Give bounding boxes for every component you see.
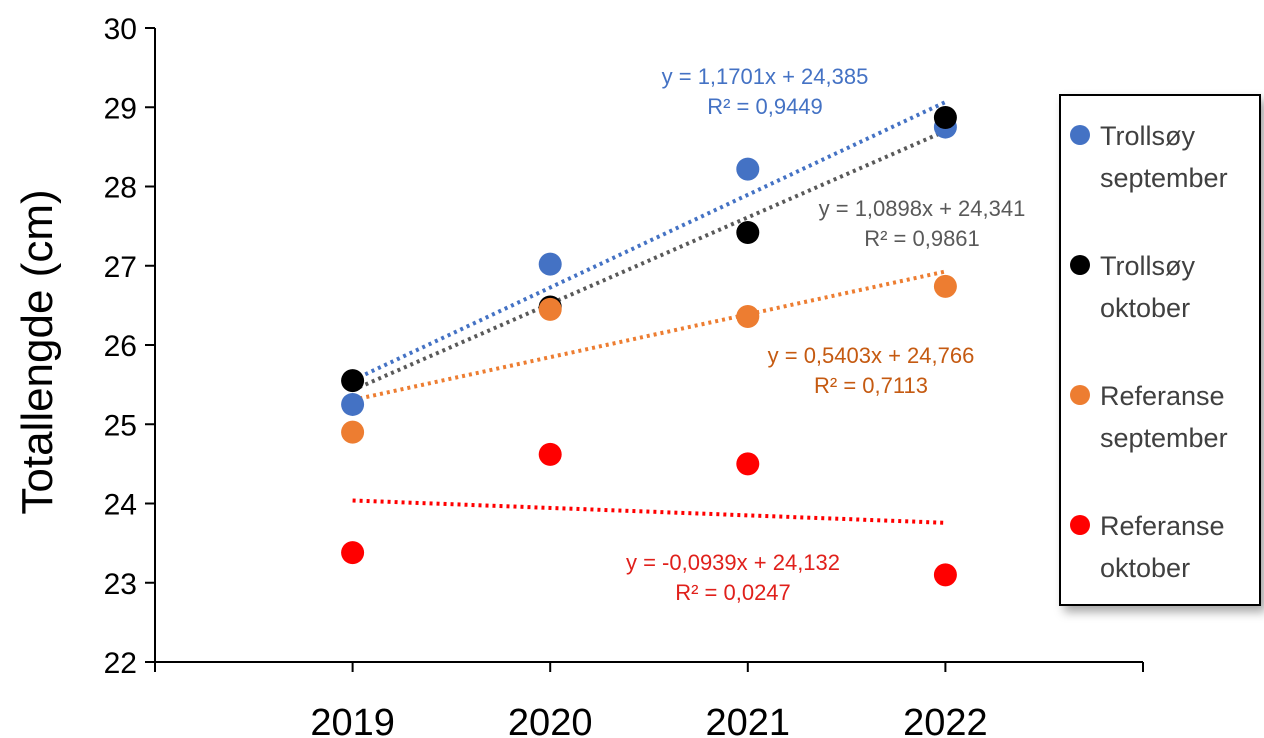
trendline-label: y = 0,5403x + 24,766	[768, 343, 975, 368]
legend-marker	[1070, 515, 1090, 535]
y-tick-label: 29	[104, 92, 137, 125]
y-tick-label: 30	[104, 13, 137, 46]
trendline-label: R² = 0,7113	[814, 373, 928, 398]
data-point	[736, 452, 760, 476]
x-tick-label: 2020	[508, 702, 593, 738]
legend-items: Trollsøy september Trollsøy oktober Referans…	[1070, 121, 1228, 583]
y-tick-label: 26	[104, 330, 137, 363]
legend-marker	[1070, 255, 1090, 275]
data-point	[341, 369, 365, 393]
legend-label: oktober	[1100, 293, 1190, 323]
legend-label: september	[1100, 163, 1228, 193]
data-point	[341, 541, 365, 565]
trendline-label: R² = 0,9449	[707, 94, 823, 119]
data-points	[341, 106, 957, 587]
legend: Trollsøy september Trollsøy oktober Referans…	[1059, 94, 1261, 606]
x-tick-label: 2019	[310, 702, 395, 738]
legend-label: oktober	[1100, 553, 1190, 583]
trendline-labels: y = 1,1701x + 24,385 R² = 0,9449 y = 1,089…	[626, 64, 1025, 605]
data-point	[341, 420, 365, 444]
y-axis-title: Totallengde (cm)	[13, 189, 62, 514]
data-point	[933, 274, 957, 298]
trendline-label: y = 1,0898x + 24,341	[819, 196, 1026, 221]
y-tick-label: 23	[104, 568, 137, 601]
y-tick-label: 24	[104, 489, 137, 522]
trendlines	[351, 100, 947, 525]
data-point	[933, 563, 957, 587]
data-point	[538, 252, 562, 276]
data-point	[736, 157, 760, 181]
trendline-label: y = 1,1701x + 24,385	[662, 64, 869, 89]
x-tick-label: 2022	[903, 702, 988, 738]
trendline-label: y = -0,0939x + 24,132	[626, 550, 840, 575]
legend-box	[1059, 94, 1261, 606]
legend-label: Referanse	[1100, 511, 1225, 541]
data-point	[538, 297, 562, 321]
y-tick-label: 28	[104, 172, 137, 205]
trendline	[351, 129, 947, 392]
legend-marker	[1070, 385, 1090, 405]
x-ticks: 2019 2020 2021 2022	[154, 662, 1144, 738]
data-point	[933, 106, 957, 130]
y-tick-label: 25	[104, 409, 137, 442]
data-point	[736, 220, 760, 244]
data-point	[538, 442, 562, 466]
trendline	[352, 269, 946, 402]
legend-marker	[1070, 125, 1090, 145]
y-tick-label: 27	[104, 251, 137, 284]
trendline-label: R² = 0,9861	[864, 226, 980, 251]
y-tick-label: 22	[104, 647, 137, 680]
legend-label: september	[1100, 423, 1228, 453]
trendline-label: R² = 0,0247	[675, 580, 791, 605]
data-point	[341, 392, 365, 416]
legend-label: Trollsøy	[1100, 251, 1195, 281]
y-ticks: 22 23 24 25 26 27 28 29 30	[104, 13, 155, 680]
trendline	[351, 100, 947, 383]
legend-label: Trollsøy	[1100, 121, 1195, 151]
trendline	[352, 498, 946, 525]
legend-label: Referanse	[1100, 381, 1225, 411]
data-point	[736, 304, 760, 328]
x-tick-label: 2021	[706, 702, 791, 738]
